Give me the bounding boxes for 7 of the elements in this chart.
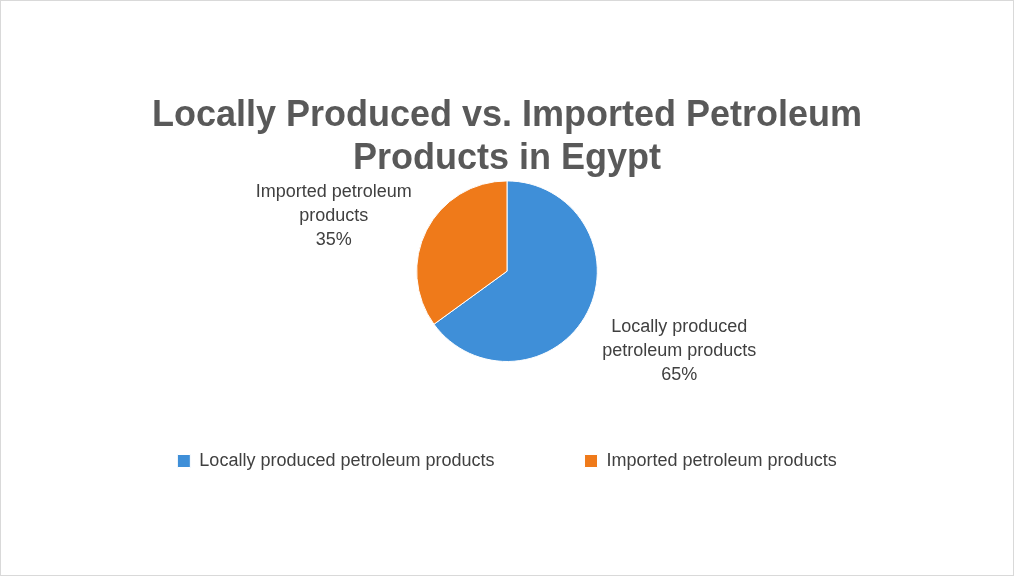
data-label: 65% xyxy=(661,363,698,384)
slice-label: Imported petroleum products xyxy=(255,180,412,225)
data-label: 35% xyxy=(315,228,352,249)
legend-label: Imported petroleum products xyxy=(606,449,837,470)
slice-label: Locally produced petroleum products xyxy=(602,315,757,360)
chart-title: Locally Produced vs. Imported Petroleum Products in Egypt xyxy=(151,92,863,177)
legend-label: Locally produced petroleum products xyxy=(199,449,495,470)
